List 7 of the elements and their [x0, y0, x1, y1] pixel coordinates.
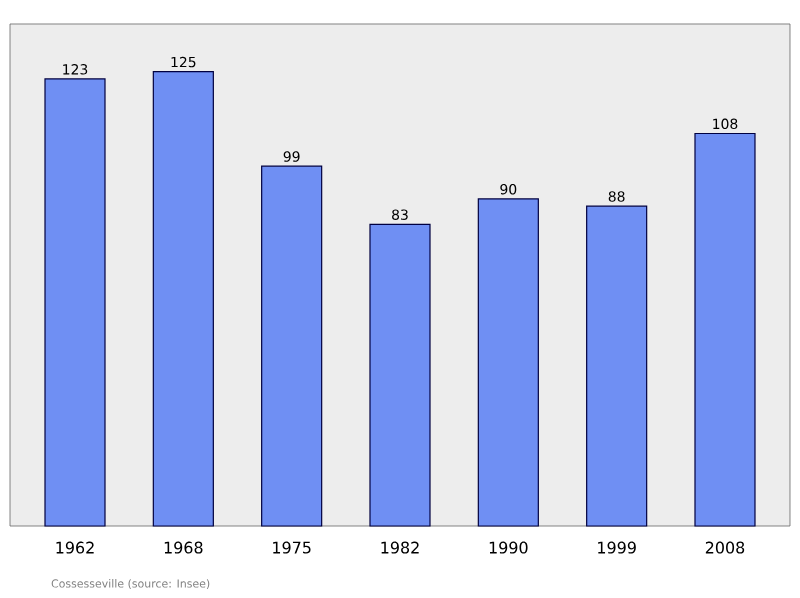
bar: [586, 205, 648, 527]
bar: [694, 132, 756, 527]
bar: [44, 78, 106, 527]
bar: [369, 223, 431, 527]
bar: [152, 71, 214, 527]
bar: [261, 165, 323, 527]
bar: [477, 198, 539, 527]
